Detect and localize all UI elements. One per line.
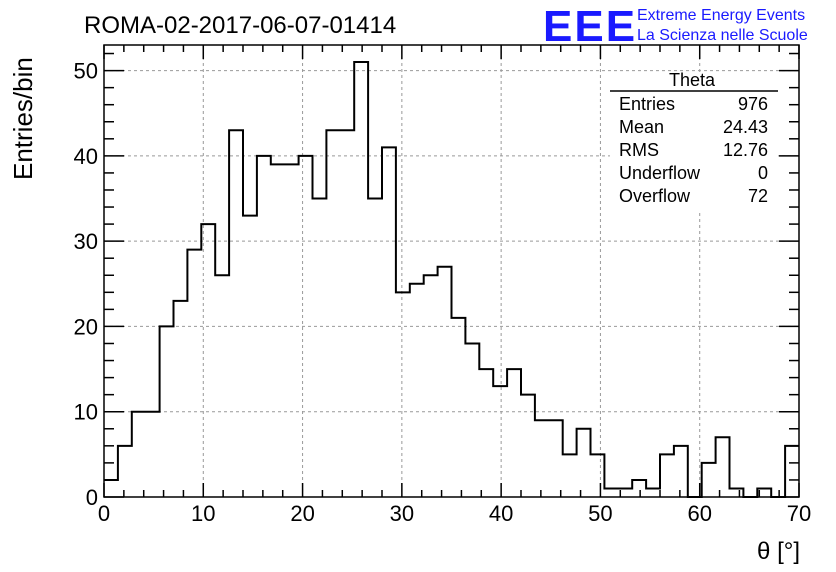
histogram-bin [424,275,438,497]
stats-row-label: Underflow [619,163,701,183]
stats-row-value: 976 [738,94,768,114]
stats-row-label: Mean [619,117,664,137]
eee-logo: EEE Extreme Energy Events La Scienza nel… [543,2,808,51]
histogram-bin [243,216,257,497]
histogram-bin [563,454,577,497]
histogram-bin [479,369,493,497]
eee-logo-mark: EEE [543,2,637,51]
histogram-bin [535,420,549,497]
histogram-bin [215,275,229,497]
y-tick-label: 50 [74,59,98,84]
histogram-bin [146,412,160,497]
x-tick-label: 70 [787,501,811,526]
stats-row-value: 72 [748,186,768,206]
histogram-bin [577,429,591,497]
plot-frame [103,44,800,498]
histogram-bin [354,62,368,497]
histogram-bin [174,301,188,497]
histogram-bin [368,199,382,497]
histogram-bin [716,437,730,497]
histogram-bin [493,386,507,497]
grid [104,45,799,497]
histogram-bin [452,318,466,497]
x-tick-label: 50 [588,501,612,526]
histogram-bin [229,130,243,497]
histogram-bin [313,199,327,497]
histogram-bin [674,446,688,497]
y-tick-label: 10 [74,400,98,425]
stats-row-label: Entries [619,94,675,114]
histogram-bin [549,420,563,497]
histogram-bin [702,463,716,497]
stats-row-value: 12.76 [723,140,768,160]
histogram-bin [299,156,313,497]
x-tick-label: 30 [390,501,414,526]
stats-row-label: RMS [619,140,659,160]
x-tick-label: 40 [489,501,513,526]
y-tick-label: 20 [74,314,98,339]
x-tick-label: 20 [290,501,314,526]
histogram-bin [465,343,479,497]
histogram-bin [604,488,618,497]
x-tick-label: 0 [98,501,110,526]
histogram-bin [660,454,674,497]
x-axis-label: θ [°] [757,538,800,565]
stats-row-label: Overflow [619,186,691,206]
histogram-bin [340,130,354,497]
histogram-bin [132,412,146,497]
histogram-bin [201,224,215,497]
stats-rows: Entries 976 Mean 24.43 RMS 12.76 Underflow 0 Ove… [619,94,768,206]
stats-row-value: 24.43 [723,117,768,137]
run-title: ROMA-02-2017-06-07-01414 [84,12,396,39]
histogram-series [104,61,799,498]
stats-row-value: 0 [758,163,768,183]
x-tick-label: 10 [191,501,215,526]
histogram-bin [396,292,410,497]
histogram-outline [104,61,799,498]
stats-box: Theta Entries 976 Mean 24.43 RMS 12.76 Underfl… [610,70,778,212]
histogram-bin [187,250,201,497]
histogram-bin [785,446,799,497]
stats-title: Theta [669,70,716,90]
histogram-bin [160,326,174,497]
histogram-bin [507,369,521,497]
eee-logo-line1: Extreme Energy Events [637,7,805,24]
axis-ticks: 0 10 20 30 40 50 60 70 0 10 20 30 40 50 [74,45,811,526]
eee-logo-line2: La Scienza nelle Scuole [637,27,808,44]
histogram-bin [285,164,299,497]
histogram-bin [438,267,452,497]
y-tick-label: 0 [86,485,98,510]
y-tick-label: 40 [74,144,98,169]
histogram-bin [646,488,660,497]
histogram-bin [521,395,535,497]
histogram-bin [257,156,271,497]
histogram-bin [104,480,118,497]
histogram-bin [591,454,605,497]
histogram-bin [326,130,340,497]
histogram-bin [118,446,132,497]
histogram-bin [632,480,646,497]
histogram-bin [730,488,744,497]
histogram-bin [382,147,396,497]
histogram-bin [410,284,424,497]
histogram-bin [271,164,285,497]
x-tick-label: 60 [687,501,711,526]
y-axis-label: Entries/bin [8,57,38,180]
y-tick-label: 30 [74,229,98,254]
